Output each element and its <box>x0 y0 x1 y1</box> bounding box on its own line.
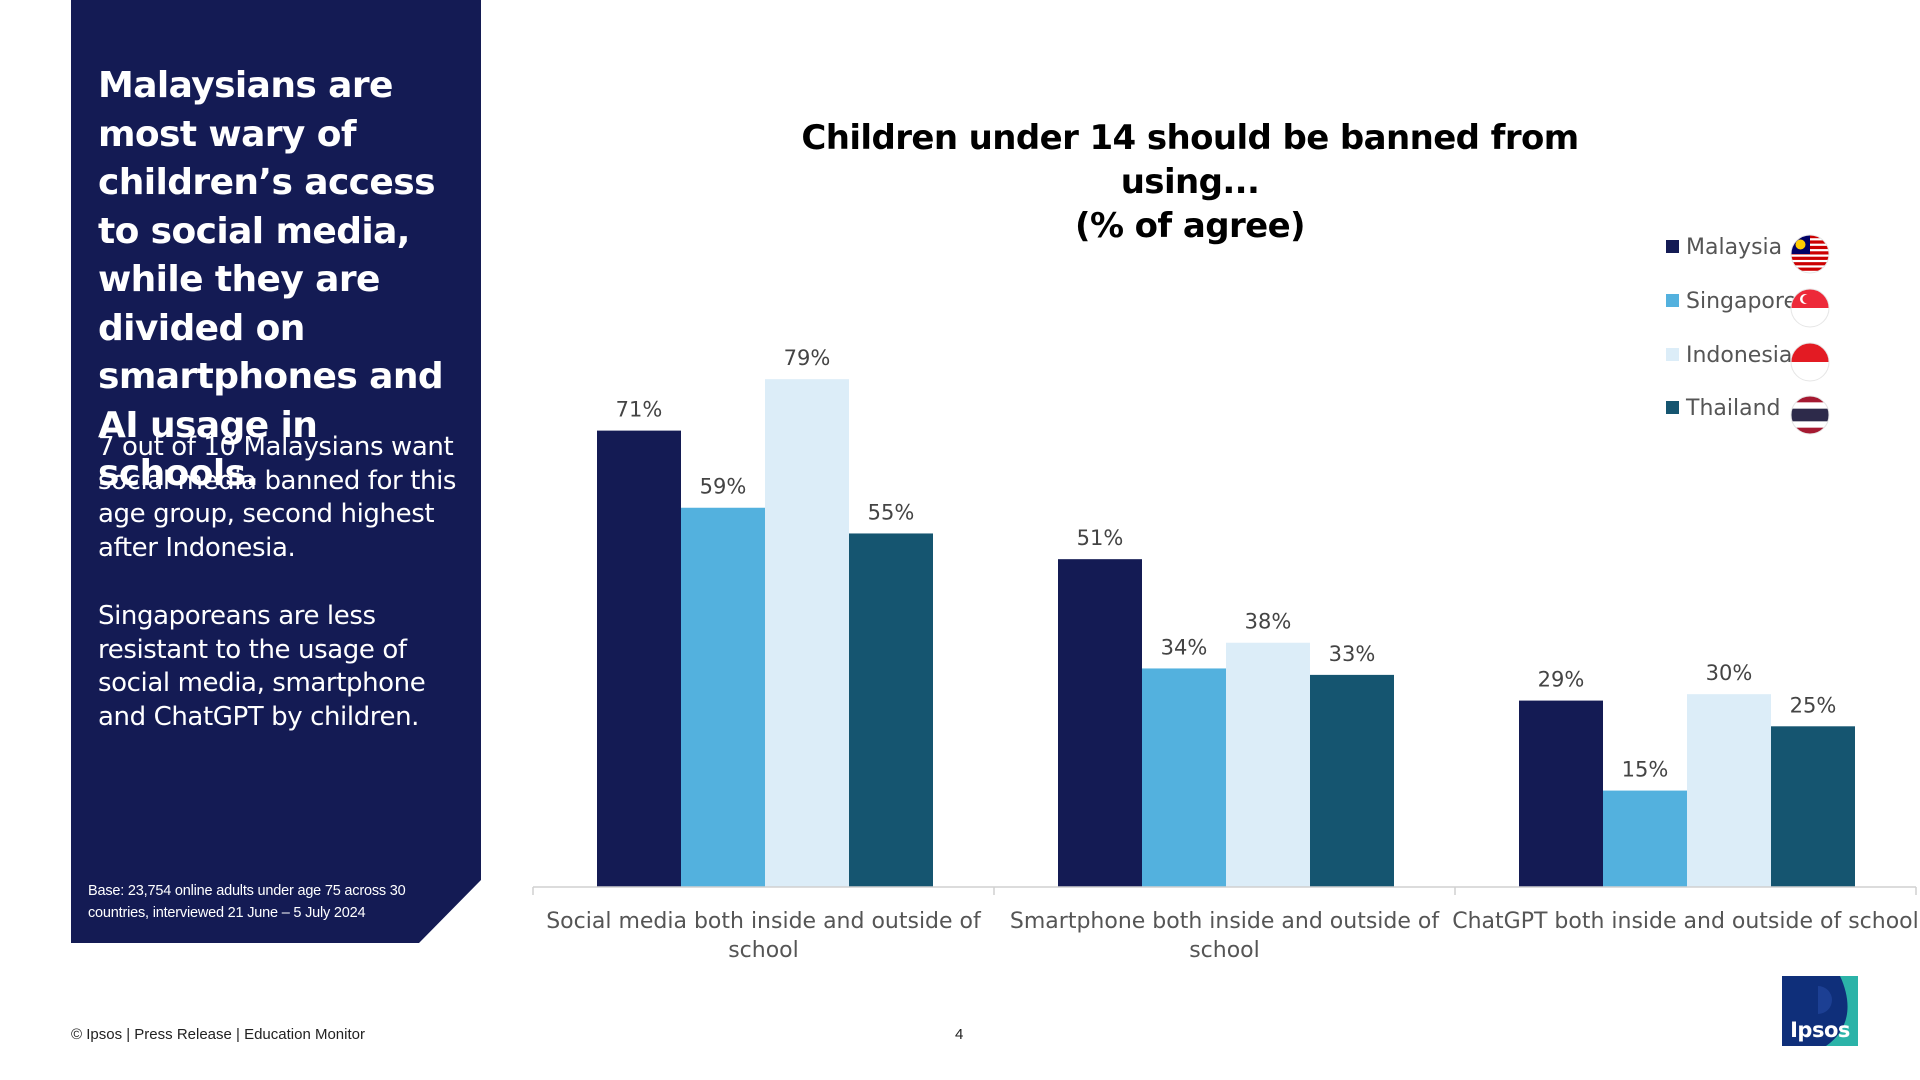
legend-swatch-indonesia <box>1666 348 1679 361</box>
logo-text: Ipsos <box>1790 1018 1850 1042</box>
thailand-flag-icon <box>1790 395 1830 435</box>
singapore-flag-icon <box>1790 288 1830 328</box>
malaysia-flag-icon <box>1790 234 1830 274</box>
bars-layer: 71% 51% 29% 59% 34% 15% 79% 38% 30% 55% 33% 25% <box>597 346 1855 887</box>
bar-thailand-1 <box>849 533 933 887</box>
bar-singapore-3 <box>1603 790 1687 887</box>
legend-label-indonesia: Indonesia <box>1686 343 1792 368</box>
bar-thailand-2 <box>1310 674 1394 887</box>
value-label-malaysia-2: 51% <box>1077 526 1124 550</box>
legend-label-malaysia: Malaysia <box>1686 235 1782 260</box>
value-label-indonesia-1: 79% <box>784 346 831 370</box>
bar-singapore-2 <box>1142 668 1226 887</box>
legend-item-indonesia: Indonesia <box>1666 342 1830 382</box>
chart-title: Children under 14 should be banned from … <box>801 118 1579 202</box>
base-note: Base: 23,754 online adults under age 75 … <box>88 883 406 921</box>
footer-copyright: © Ipsos | Press Release | Education Moni… <box>71 1026 365 1043</box>
value-label-singapore-3: 15% <box>1622 758 1669 782</box>
bar-malaysia-2 <box>1058 559 1142 887</box>
bar-indonesia-1 <box>765 379 849 887</box>
legend-label-singapore: Singapore <box>1686 289 1797 314</box>
page-number: 4 <box>955 1026 964 1043</box>
indonesia-flag-icon <box>1790 342 1830 382</box>
bar-indonesia-2 <box>1226 642 1310 887</box>
bar-thailand-3 <box>1771 726 1855 887</box>
panel-paragraph-2: Singaporeans are less resistant to the u… <box>98 601 426 732</box>
category-label-1: Social media both inside and outside of s… <box>546 909 982 963</box>
legend-swatch-malaysia <box>1666 240 1679 253</box>
bar-indonesia-3 <box>1687 694 1771 887</box>
value-label-singapore-2: 34% <box>1161 635 1208 659</box>
chart-title-block: Children under 14 should be banned from … <box>760 116 1620 248</box>
bar-malaysia-3 <box>1519 700 1603 887</box>
value-label-indonesia-3: 30% <box>1706 661 1753 685</box>
value-label-thailand-2: 33% <box>1329 642 1376 666</box>
value-label-malaysia-1: 71% <box>616 398 663 422</box>
bar-singapore-1 <box>681 507 765 887</box>
logo-swoosh-icon <box>1818 976 1858 1046</box>
legend-item-singapore: Singapore <box>1666 288 1830 328</box>
panel-headline: Malaysians are most wary of children’s a… <box>98 65 444 494</box>
legend-label-thailand: Thailand <box>1685 396 1780 421</box>
value-label-thailand-3: 25% <box>1790 693 1837 717</box>
value-label-thailand-1: 55% <box>868 500 915 524</box>
logo-box: Ipsos <box>1782 976 1858 1046</box>
value-label-malaysia-3: 29% <box>1538 668 1585 692</box>
legend-swatch-singapore <box>1666 294 1679 307</box>
panel-paragraph-1: 7 out of 10 Malaysians want social media… <box>98 432 457 563</box>
chart-subtitle: (% of agree) <box>1075 206 1306 246</box>
summary-panel: Malaysians are most wary of children’s a… <box>71 0 481 943</box>
x-axis: Social media both inside and outside of s… <box>532 886 1919 963</box>
bar-malaysia-1 <box>597 430 681 887</box>
legend: Malaysia Singapore Indonesia Thailand <box>1666 234 1830 435</box>
category-label-3: ChatGPT both inside and outside of schoo… <box>1452 909 1918 934</box>
legend-swatch-thailand <box>1666 401 1679 414</box>
category-label-2: Smartphone both inside and outside of sch… <box>1010 909 1440 963</box>
value-label-indonesia-2: 38% <box>1245 610 1292 634</box>
legend-item-malaysia: Malaysia <box>1666 234 1830 274</box>
ipsos-logo: Ipsos <box>1782 976 1858 1046</box>
value-label-singapore-1: 59% <box>700 475 747 499</box>
legend-item-thailand: Thailand <box>1666 395 1830 435</box>
